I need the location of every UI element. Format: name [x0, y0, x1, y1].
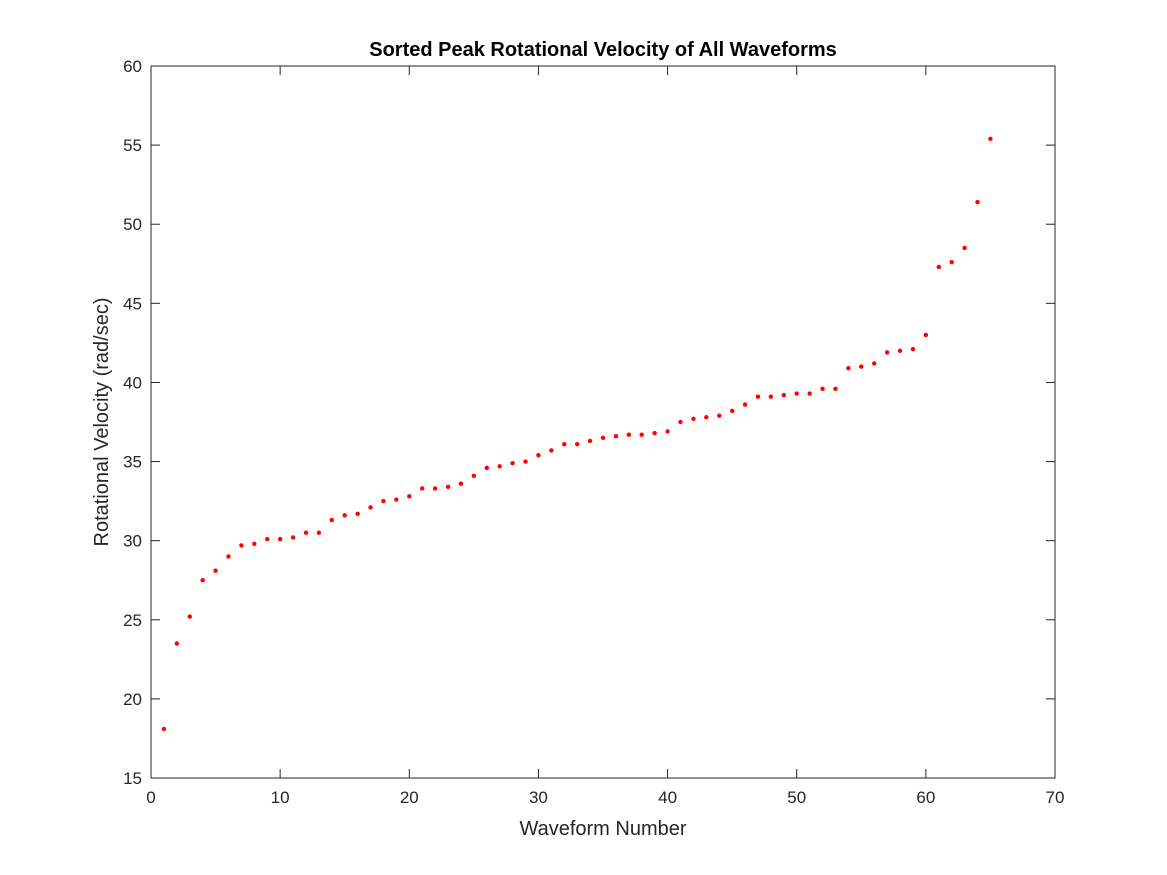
data-point — [445, 484, 451, 490]
data-point — [897, 348, 903, 353]
y-tick-label: 15 — [123, 769, 142, 788]
y-tick-label: 30 — [123, 532, 142, 551]
y-tick-label: 35 — [123, 453, 142, 472]
data-point — [342, 513, 347, 518]
data-point — [704, 415, 709, 420]
x-tick-label: 0 — [146, 788, 155, 807]
data-point — [626, 432, 632, 437]
data-point — [497, 464, 502, 469]
data-point — [884, 350, 890, 355]
data-point — [213, 568, 218, 573]
data-point — [161, 726, 167, 732]
data-point — [600, 435, 606, 441]
data-point — [239, 543, 244, 548]
x-axis: 0 10 20 30 40 50 60 70 — [146, 66, 1064, 807]
data-point — [923, 332, 929, 338]
chart-title: Sorted Peak Rotational Velocity of All W… — [369, 39, 837, 61]
x-tick-label: 40 — [658, 788, 677, 807]
data-point — [846, 366, 851, 371]
data-point — [613, 434, 619, 439]
data-point — [652, 430, 657, 436]
data-point — [833, 386, 838, 391]
axes-box — [150, 65, 1056, 779]
data-point — [768, 394, 774, 399]
data-point — [394, 497, 399, 502]
data-point — [639, 432, 644, 437]
y-tick-label: 20 — [123, 690, 142, 709]
data-point — [807, 391, 812, 396]
x-tick-label: 60 — [916, 788, 935, 807]
data-point — [432, 486, 438, 491]
data-point — [265, 536, 270, 542]
data-point — [562, 441, 567, 447]
data-point — [536, 453, 541, 458]
data-point — [303, 530, 309, 535]
data-point — [407, 494, 412, 499]
data-point — [329, 517, 334, 523]
x-tick-label: 20 — [400, 788, 419, 807]
data-point — [729, 408, 735, 414]
x-axis-label: Waveform Number — [519, 818, 686, 840]
data-point — [290, 535, 296, 540]
data-point — [678, 419, 683, 425]
data-point — [355, 511, 360, 516]
x-tick-label: 30 — [529, 788, 548, 807]
data-point — [975, 199, 980, 205]
data-point — [316, 530, 322, 535]
data-point — [574, 441, 580, 447]
y-tick-label: 50 — [123, 215, 142, 234]
data-point — [665, 429, 670, 434]
data-point — [755, 394, 761, 399]
data-point — [458, 481, 464, 486]
y-tick-label: 60 — [123, 57, 142, 76]
data-point — [910, 347, 916, 352]
data-point — [717, 413, 722, 418]
data-point — [471, 473, 477, 478]
data-point — [794, 391, 799, 396]
data-point — [187, 614, 192, 619]
y-tick-label: 45 — [123, 294, 142, 313]
data-point — [523, 459, 528, 464]
data-point — [691, 416, 696, 422]
data-point — [962, 245, 967, 251]
x-tick-label: 70 — [1046, 788, 1065, 807]
y-tick-label: 25 — [123, 611, 142, 630]
data-point — [781, 392, 786, 398]
data-point — [252, 541, 257, 547]
data-point — [872, 361, 877, 366]
data-point — [510, 460, 515, 466]
data-point — [549, 448, 554, 453]
data-point — [742, 402, 748, 407]
data-point — [200, 578, 205, 583]
data-point — [226, 554, 231, 559]
data-point — [381, 498, 386, 504]
y-tick-label: 40 — [123, 373, 142, 392]
x-tick-label: 50 — [787, 788, 806, 807]
data-point — [587, 438, 593, 444]
data-points — [161, 136, 993, 732]
data-point — [420, 486, 425, 491]
y-axis: 15 20 25 30 35 40 45 50 55 60 — [123, 57, 1055, 788]
data-point — [174, 641, 180, 646]
data-point — [820, 386, 825, 391]
data-point — [277, 536, 283, 542]
y-tick-label: 55 — [123, 136, 142, 155]
data-point — [949, 259, 954, 265]
data-point — [936, 264, 941, 270]
x-tick-label: 10 — [271, 788, 290, 807]
data-point — [859, 364, 864, 369]
data-point — [484, 465, 489, 471]
y-axis-label: Rotational Velocity (rad/sec) — [91, 297, 113, 546]
data-point — [988, 136, 993, 141]
data-point — [368, 505, 373, 510]
